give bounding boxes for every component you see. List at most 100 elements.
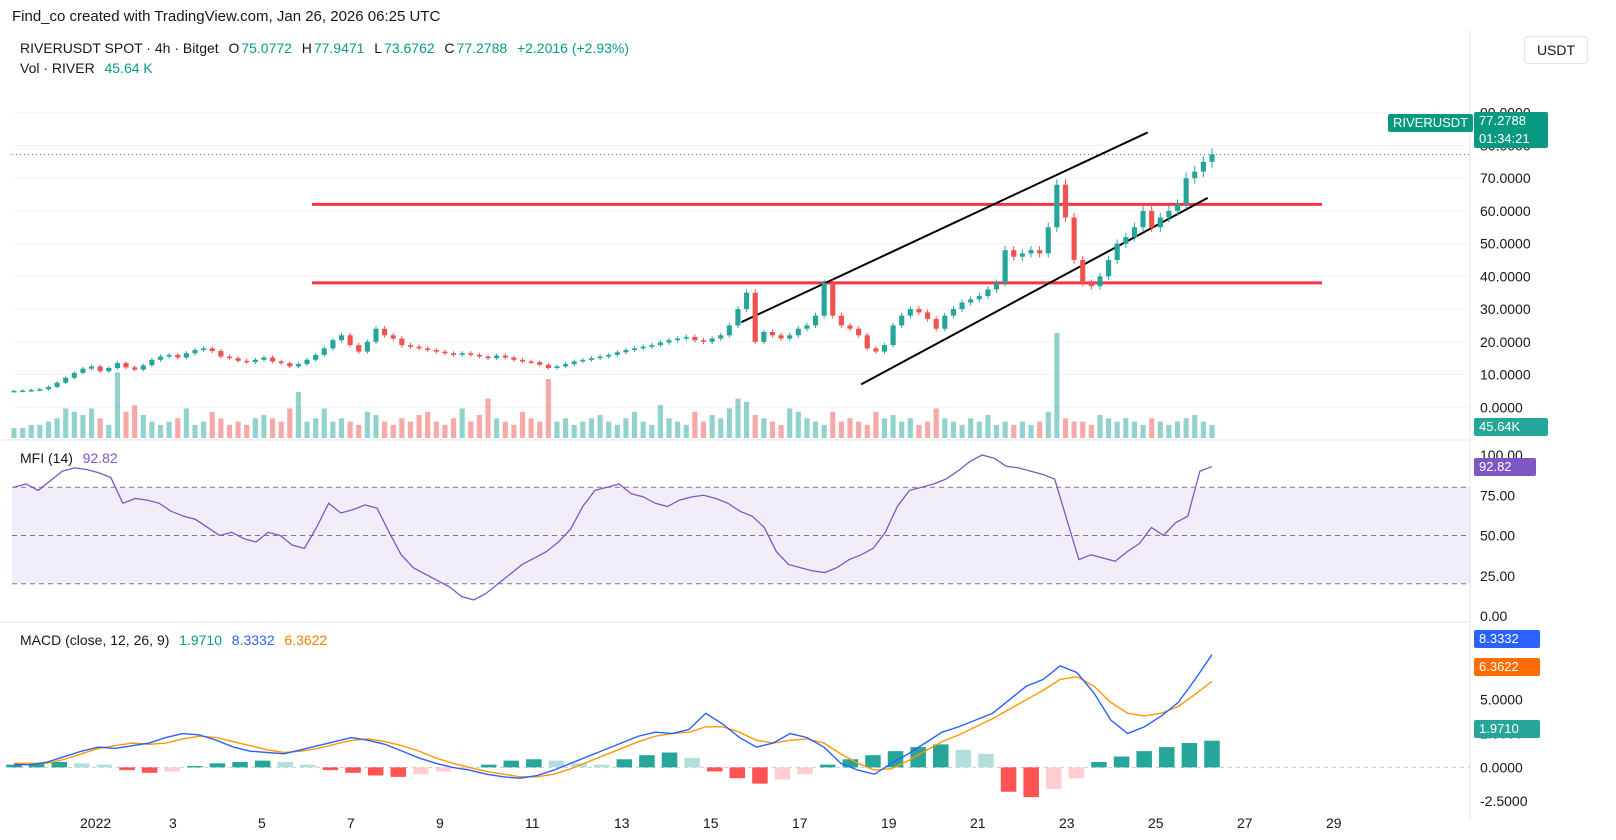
mfi-label[interactable]: MFI (14) [20, 450, 73, 466]
candle-body [623, 350, 629, 353]
macd-histogram-bar [1159, 747, 1175, 768]
candle-body [1174, 204, 1181, 211]
candle-body [916, 309, 922, 313]
candle-body [123, 363, 129, 368]
candle-body [511, 357, 517, 360]
volume-bar [63, 408, 69, 438]
volume-bar [830, 411, 836, 438]
macd-histogram-bar [6, 764, 22, 768]
volume-bar [485, 398, 491, 438]
candle-body [907, 309, 913, 316]
volume-bar [382, 421, 388, 438]
volume-label[interactable]: Vol · RIVER [20, 60, 95, 76]
candle-body [537, 362, 543, 365]
currency-selector[interactable]: USDT [1524, 36, 1588, 64]
volume-bar [916, 424, 922, 438]
candle-body [778, 335, 784, 339]
candle-body [63, 377, 69, 383]
volume-bar [1028, 424, 1034, 438]
candle-body [416, 346, 422, 349]
candle-body [1114, 243, 1120, 260]
macd-histogram-bar [503, 760, 520, 768]
candle-body [726, 325, 732, 336]
candle-body [140, 365, 146, 370]
macd-histogram-bar [639, 755, 655, 768]
volume-bar [899, 421, 905, 438]
candles [11, 148, 1215, 393]
volume-bar [528, 418, 534, 438]
mfi-panel [12, 454, 1470, 601]
candle-body [1028, 250, 1034, 254]
candle-body [407, 345, 414, 347]
close-label: C [444, 40, 455, 56]
volume-bar [80, 415, 86, 438]
volume-bar [468, 421, 474, 438]
price-tick-label: 70.0000 [1480, 170, 1531, 186]
time-tick-label: 9 [436, 815, 444, 831]
macd-histogram-bar [526, 759, 542, 768]
candle-body [1037, 250, 1043, 254]
time-tick-label: 25 [1148, 815, 1164, 831]
macd-histogram-bar [616, 759, 633, 768]
macd-panel [6, 654, 1470, 798]
volume-bar [735, 398, 741, 438]
candle-body [563, 364, 569, 367]
volume-bar [769, 421, 776, 438]
candle-body [1209, 154, 1215, 162]
candle-body [735, 309, 741, 326]
macd-tick-label: -2.5000 [1480, 793, 1528, 809]
volume-bar [537, 421, 543, 438]
candle-body [347, 335, 353, 346]
candle-body [97, 366, 103, 372]
macd-histogram-bar [367, 767, 384, 776]
candle-body [683, 336, 689, 339]
volume-bar [218, 418, 224, 438]
volume-bar [11, 428, 17, 438]
candle-body [218, 350, 224, 357]
price-tick-label: 10.0000 [1480, 367, 1531, 383]
volume-bar [778, 424, 784, 438]
volume-bar [709, 415, 715, 438]
candle-body [1088, 282, 1094, 287]
macd-histogram-bar [1136, 751, 1152, 768]
candle-body [649, 345, 655, 347]
candle-body [106, 368, 112, 372]
candle-body [80, 368, 86, 373]
macd-histogram-bar [28, 763, 45, 768]
candle-body [382, 328, 388, 336]
macd-label[interactable]: MACD (close, 12, 26, 9) [20, 632, 170, 648]
candle-body [795, 328, 801, 336]
macd-histogram-bar [932, 744, 949, 768]
macd-tick-label: 5.0000 [1480, 692, 1523, 708]
candle-body [1140, 210, 1146, 228]
volume-bar [881, 418, 888, 438]
candle-body [201, 348, 207, 350]
candle-body [700, 340, 707, 342]
volume-bar [425, 411, 431, 438]
volume-bar [795, 411, 801, 438]
volume-bar [993, 424, 1000, 438]
candle-body [28, 389, 34, 392]
volume-bar [399, 418, 405, 438]
candle-body [588, 358, 595, 360]
mfi-line [13, 454, 1213, 601]
candle-body [192, 350, 198, 354]
candle-body [330, 340, 336, 349]
candle-body [459, 353, 465, 355]
macd-histogram-bar [187, 766, 203, 768]
candle-body [942, 315, 948, 329]
time-tick-label: 5 [258, 815, 266, 831]
macd-histogram-bar [842, 759, 859, 768]
low-value: 73.6762 [384, 40, 435, 56]
macd-histogram-bar [684, 757, 700, 768]
candle-body [252, 359, 258, 363]
volume-bar [804, 418, 810, 438]
symbol-title[interactable]: RIVERUSDT SPOT · 4h · Bitget [20, 40, 219, 56]
candle-body [132, 367, 138, 370]
volume-bar [1183, 418, 1189, 438]
candle-body [287, 363, 293, 367]
volume-bar [1192, 415, 1198, 438]
volume-bar [235, 421, 241, 438]
volume-bar [985, 415, 991, 438]
